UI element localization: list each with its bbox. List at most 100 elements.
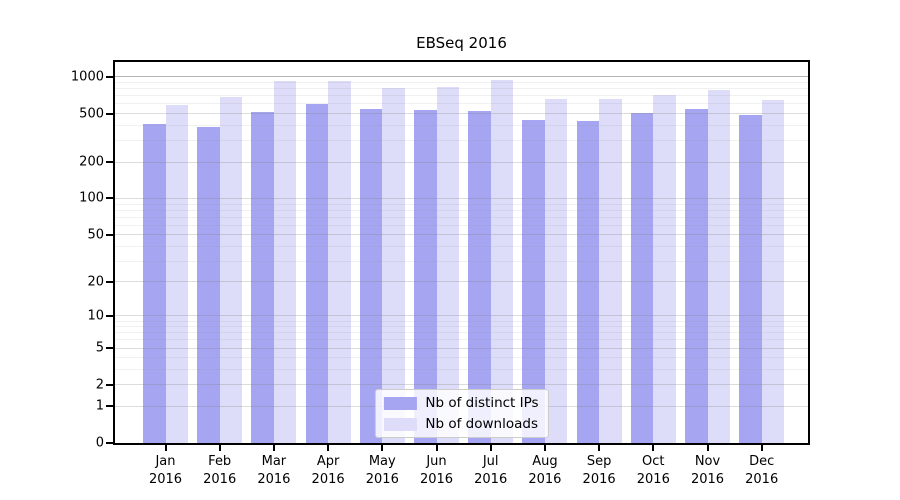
x-tick-mark [435,445,438,451]
bar-downloads-mar [273,81,297,443]
x-tick-mark [381,445,384,451]
x-tick-label-sep: Sep 2016 [569,453,629,488]
bar-downloads-jul [490,80,514,443]
x-tick-label-mar: Mar 2016 [244,453,304,488]
bar-downloads-jan [165,104,188,443]
gridline [115,95,808,97]
bar-downloads-jun [436,87,459,443]
y-tick-label: 200 [79,154,104,170]
month-label: Apr [316,454,340,469]
month-label: Aug [532,454,558,469]
gridline [115,103,808,105]
y-tick-label: 2 [95,377,104,393]
bar-downloads-feb [219,97,243,443]
month-label: Jan [155,454,176,469]
gridline [115,326,808,328]
bar-distinct-ips-dec [739,115,762,443]
year-label: 2016 [203,471,237,487]
gridline [115,315,808,317]
bar-distinct-ips-jan [143,123,166,443]
y-tick-mark [106,347,113,350]
bar-downloads-dec [761,99,785,443]
gridline [115,216,808,218]
legend-label: Nb of distinct IPs [425,395,539,411]
bar-downloads-oct [653,94,676,443]
bar-distinct-ips-nov [685,109,708,443]
y-tick-label: 1 [95,398,104,414]
gridline [115,384,808,386]
gridline [115,75,808,78]
y-tick-label: 10 [87,308,104,324]
month-label: Jul [482,454,499,469]
gridline [115,124,808,126]
x-tick-label-jul: Jul 2016 [461,453,521,488]
year-label: 2016 [257,471,291,487]
gridline [115,234,808,236]
month-label: Sep [586,454,612,469]
bar-downloads-aug [544,98,568,443]
bar-downloads-nov [707,90,730,443]
x-tick-label-jun: Jun 2016 [407,453,467,488]
month-label: Mar [261,454,287,469]
month-label: Oct [642,454,665,469]
gridline [115,245,808,247]
legend-item-distinct-ips: Nb of distinct IPs [383,395,539,411]
gridline [115,357,808,359]
bar-downloads-may [382,88,405,443]
x-tick-mark [598,445,601,451]
x-tick-label-jan: Jan 2016 [136,453,196,488]
x-tick-label-may: May 2016 [352,453,412,488]
bar-distinct-ips-sep [576,120,600,443]
chart-title: EBSeq 2016 [416,34,507,52]
y-tick-label: 50 [87,227,104,243]
y-tick-label: 0 [95,435,104,451]
gridline [115,140,808,142]
gridline [115,197,808,199]
y-tick-mark [106,160,113,163]
bar-distinct-ips-jun [414,110,437,443]
x-tick-label-oct: Oct 2016 [623,453,683,488]
bar-distinct-ips-jul [468,111,491,443]
y-tick-mark [106,280,113,283]
y-tick-label: 5 [95,340,104,356]
gridline [115,161,808,163]
year-label: 2016 [582,471,616,487]
x-tick-mark [327,445,330,451]
bar-distinct-ips-aug [522,119,545,443]
x-tick-label-apr: Apr 2016 [298,453,358,488]
bar-distinct-ips-oct [630,113,654,443]
x-tick-mark [706,445,709,451]
y-tick-mark [106,442,113,444]
x-tick-mark [218,445,221,451]
y-tick-mark [106,383,113,386]
y-tick-label: 1000 [70,69,104,85]
month-label: May [368,454,396,469]
year-label: 2016 [690,471,725,487]
month-label: Nov [694,454,721,469]
gridline [115,332,808,334]
x-tick-mark [164,445,167,451]
gridline [115,113,808,115]
y-tick-mark [106,112,113,115]
legend-item-downloads: Nb of downloads [383,416,538,432]
year-label: 2016 [365,471,399,487]
y-tick-mark [106,233,113,236]
bar-distinct-ips-mar [251,112,274,443]
legend: Nb of distinct IPs Nb of downloads [374,389,549,438]
month-label: Jun [426,454,447,469]
gridline [115,203,808,205]
y-axis-labels: 1000 500 200 100 50 20 10 5 2 1 0 [0,60,104,450]
gridline [115,320,808,322]
x-tick-mark [272,445,275,451]
x-tick-label-dec: Dec 2016 [732,453,792,488]
bar-downloads-apr [328,81,351,443]
gridline [115,347,808,349]
gridline [115,224,808,226]
bars-layer [115,62,808,443]
year-label: 2016 [745,471,779,487]
bar-downloads-sep [599,99,622,443]
y-tick-label: 100 [79,190,104,206]
y-tick-mark [106,197,113,200]
y-tick-mark [106,75,113,78]
